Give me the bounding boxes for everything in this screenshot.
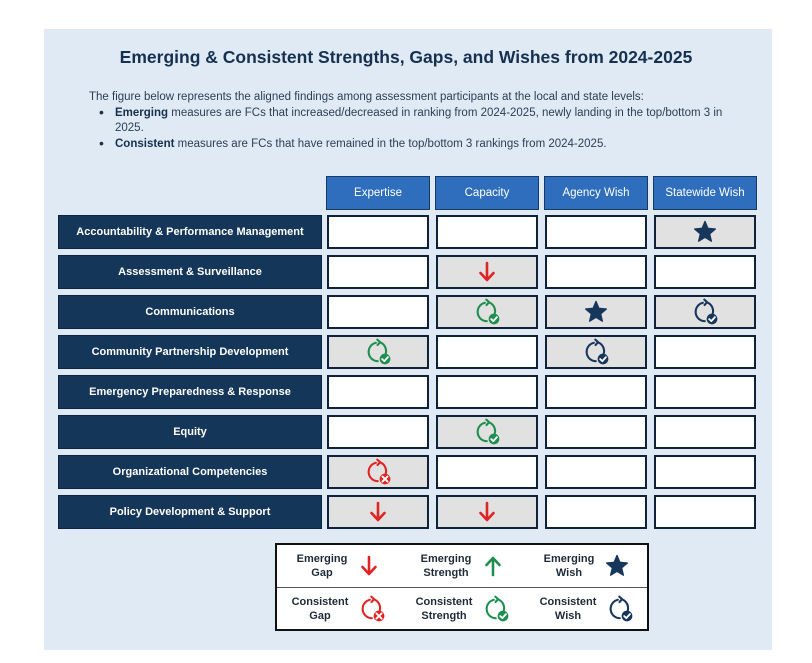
row-header: Emergency Preparedness & Response bbox=[58, 375, 322, 409]
emerging-wish-icon bbox=[604, 553, 630, 579]
legend-item-consistent-wish: Consistent Wish bbox=[525, 588, 649, 630]
row-header: Organizational Competencies bbox=[58, 455, 322, 489]
bullet-emerging: Emerging measures are FCs that increased… bbox=[99, 105, 729, 136]
legend-label-line2: Strength bbox=[423, 567, 469, 579]
grid-cell bbox=[327, 415, 429, 449]
legend-label-line2: Wish bbox=[555, 567, 583, 579]
legend-item-emerging-gap: Emerging Gap bbox=[277, 545, 401, 587]
grid-cell bbox=[654, 255, 756, 289]
row-header: Policy Development & Support bbox=[58, 495, 322, 529]
row-header: Assessment & Surveillance bbox=[58, 255, 322, 289]
grid-cell bbox=[654, 375, 756, 409]
grid-cell bbox=[545, 495, 647, 529]
page-title: Emerging & Consistent Strengths, Gaps, a… bbox=[119, 47, 693, 67]
legend-label-line2: Gap bbox=[309, 610, 331, 622]
row-header: Communications bbox=[58, 295, 322, 329]
grid-cell bbox=[545, 415, 647, 449]
legend: Emerging Gap Emerging Strength Emerging Wish C… bbox=[275, 543, 649, 631]
consistent-gap-icon bbox=[358, 595, 386, 623]
grid-cell bbox=[654, 295, 756, 329]
column-header-expertise: Expertise bbox=[326, 176, 430, 210]
consistent-strength-icon bbox=[364, 338, 392, 366]
grid-cell bbox=[654, 455, 756, 489]
grid-cell bbox=[327, 495, 429, 529]
grid-cell bbox=[327, 375, 429, 409]
column-header-statewide-wish: Statewide Wish bbox=[653, 176, 757, 210]
legend-item-consistent-strength: Consistent Strength bbox=[401, 588, 525, 630]
consistent-strength-icon bbox=[482, 595, 510, 623]
grid-cell bbox=[545, 295, 647, 329]
grid-cell bbox=[436, 375, 538, 409]
grid-cell bbox=[654, 335, 756, 369]
bullet-term: Consistent bbox=[115, 138, 175, 150]
emerging-wish-icon bbox=[583, 299, 609, 325]
consistent-strength-icon bbox=[473, 418, 501, 446]
grid-cell bbox=[545, 455, 647, 489]
consistent-gap-icon bbox=[364, 458, 392, 486]
grid-cell bbox=[545, 215, 647, 249]
legend-label: Consistent Wish bbox=[540, 595, 597, 623]
consistent-wish-icon bbox=[691, 298, 719, 326]
grid-cell bbox=[436, 495, 538, 529]
grid-cell bbox=[327, 255, 429, 289]
emerging-gap-icon bbox=[366, 500, 390, 524]
legend-label-line1: Emerging bbox=[296, 553, 348, 565]
legend-label: Emerging Strength bbox=[421, 552, 472, 580]
consistent-strength-icon bbox=[473, 298, 501, 326]
bullet-consistent: Consistent measures are FCs that have re… bbox=[99, 136, 729, 152]
bullet-term: Emerging bbox=[115, 107, 169, 119]
column-header-capacity: Capacity bbox=[435, 176, 539, 210]
grid-cell bbox=[545, 335, 647, 369]
legend-label-line2: Gap bbox=[311, 567, 333, 579]
grid-cell bbox=[654, 215, 756, 249]
legend-label-line2: Wish bbox=[554, 610, 582, 622]
legend-item-consistent-gap: Consistent Gap bbox=[277, 588, 401, 630]
intro-sentence: The figure below represents the aligned … bbox=[89, 91, 644, 103]
grid-cell bbox=[436, 255, 538, 289]
emerging-strength-icon bbox=[481, 554, 505, 578]
legend-label-line1: Consistent bbox=[415, 596, 473, 608]
legend-label: Emerging Gap bbox=[297, 552, 348, 580]
grid-cell bbox=[436, 455, 538, 489]
legend-item-emerging-strength: Emerging Strength bbox=[401, 545, 525, 587]
legend-label-line1: Emerging bbox=[420, 553, 472, 565]
legend-divider bbox=[277, 587, 647, 588]
row-header: Accountability & Performance Management bbox=[58, 215, 322, 249]
intro-bullets: Emerging measures are FCs that increased… bbox=[89, 105, 729, 152]
row-header: Equity bbox=[58, 415, 322, 449]
grid-cell bbox=[545, 375, 647, 409]
intro-text: The figure below represents the aligned … bbox=[89, 90, 729, 153]
emerging-gap-icon bbox=[475, 500, 499, 524]
bullet-text: measures are FCs that have remained in t… bbox=[174, 138, 607, 150]
row-header: Community Partnership Development bbox=[58, 335, 322, 369]
grid-cell bbox=[654, 415, 756, 449]
grid-cell bbox=[327, 295, 429, 329]
consistent-wish-icon bbox=[606, 595, 634, 623]
grid-cell bbox=[654, 495, 756, 529]
grid-cell bbox=[327, 335, 429, 369]
legend-label: Emerging Wish bbox=[544, 552, 595, 580]
grid-cell bbox=[327, 215, 429, 249]
emerging-gap-icon bbox=[357, 554, 381, 578]
bullet-text: measures are FCs that increased/decrease… bbox=[115, 107, 723, 134]
legend-label: Consistent Strength bbox=[416, 595, 473, 623]
legend-label-line1: Consistent bbox=[291, 596, 349, 608]
legend-label-line2: Strength bbox=[421, 610, 467, 622]
column-header-agency-wish: Agency Wish bbox=[544, 176, 648, 210]
legend-item-emerging-wish: Emerging Wish bbox=[525, 545, 649, 587]
emerging-gap-icon bbox=[475, 260, 499, 284]
legend-label: Consistent Gap bbox=[292, 595, 349, 623]
grid-cell bbox=[545, 255, 647, 289]
consistent-wish-icon bbox=[582, 338, 610, 366]
legend-label-line1: Consistent bbox=[539, 596, 597, 608]
grid-cell bbox=[327, 455, 429, 489]
grid-cell bbox=[436, 415, 538, 449]
grid-cell bbox=[436, 215, 538, 249]
emerging-wish-icon bbox=[692, 219, 718, 245]
grid-cell bbox=[436, 295, 538, 329]
grid-cell bbox=[436, 335, 538, 369]
legend-label-line1: Emerging bbox=[543, 553, 595, 565]
